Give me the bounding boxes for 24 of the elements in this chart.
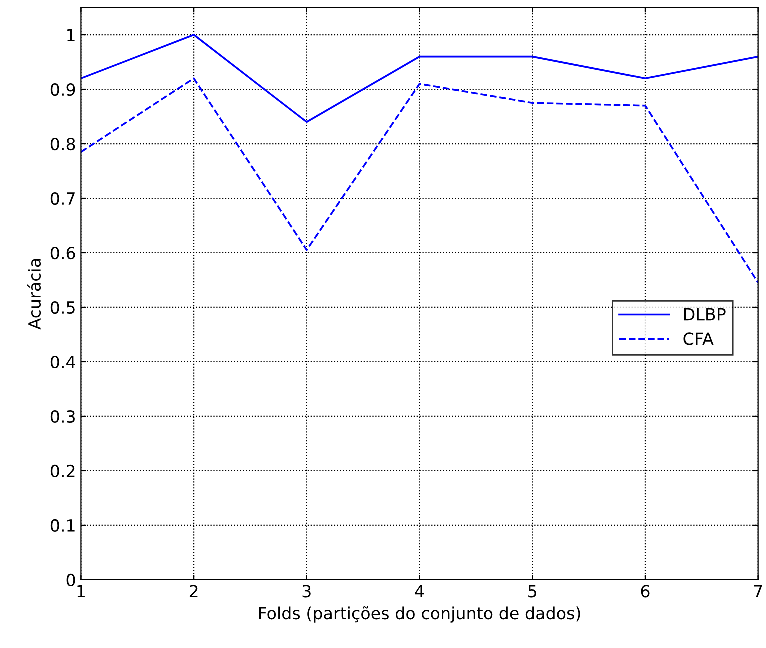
y-tick-label: 0 xyxy=(66,574,76,587)
line-series xyxy=(81,78,758,284)
x-tick-label: 1 xyxy=(78,585,85,598)
x-tick-label: 7 xyxy=(754,585,762,598)
x-tick-label: 2 xyxy=(190,585,198,598)
y-tick-label: 0.7 xyxy=(50,192,75,206)
y-tick-label: 1 xyxy=(68,29,75,42)
y-tick-label: 0.6 xyxy=(50,246,76,260)
x-tick-label: 5 xyxy=(528,585,536,598)
y-tick-label: 0.2 xyxy=(50,464,75,478)
x-axis-title: Folds (partições do conjunto de dados) xyxy=(259,606,580,623)
y-tick-label: 0.8 xyxy=(50,138,76,151)
y-tick-label: 0.5 xyxy=(50,301,75,314)
y-tick-label: 0.1 xyxy=(50,519,75,532)
y-tick-label: 0.4 xyxy=(50,356,76,369)
legend-label: DLBP xyxy=(684,308,726,321)
x-tick-label: 6 xyxy=(641,585,650,598)
line-series xyxy=(81,34,758,124)
legend-label: CFA xyxy=(684,332,714,346)
y-axis-title: Acurácia xyxy=(27,259,42,330)
x-tick-label: 3 xyxy=(302,585,311,598)
y-tick-label: 0.3 xyxy=(50,410,75,424)
x-tick-label: 4 xyxy=(415,585,424,598)
y-tick-label: 0.9 xyxy=(50,83,76,96)
